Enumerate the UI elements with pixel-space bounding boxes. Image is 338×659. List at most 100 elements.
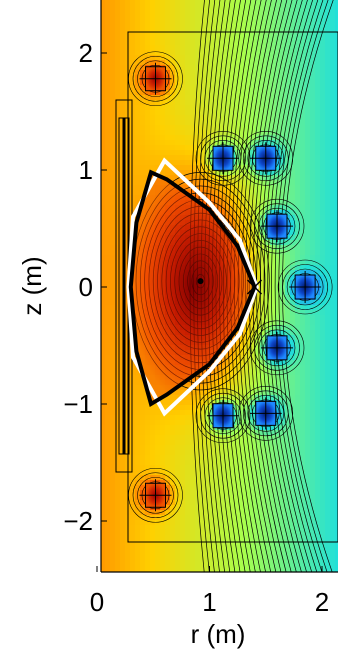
heatmap-cell [170, 15, 176, 21]
heatmap-cell [315, 395, 321, 401]
heatmap-cell [115, 520, 121, 526]
heatmap-cell [260, 275, 266, 281]
heatmap-cell [190, 460, 196, 466]
heatmap-cell [155, 505, 161, 511]
heatmap-cell [115, 480, 121, 486]
heatmap-cell [330, 200, 336, 206]
heatmap-cell [245, 95, 251, 101]
heatmap-cell [330, 180, 336, 186]
heatmap-cell [325, 185, 331, 191]
heatmap-cell [225, 65, 231, 71]
heatmap-cell [115, 445, 121, 451]
heatmap-cell [250, 20, 256, 26]
heatmap-cell [315, 15, 321, 21]
heatmap-cell [230, 30, 236, 36]
heatmap-cell [315, 335, 321, 341]
heatmap-cell [320, 205, 326, 211]
heatmap-cell [185, 60, 191, 66]
heatmap-cell [225, 185, 231, 191]
heatmap-cell [150, 110, 156, 116]
heatmap-cell [285, 300, 291, 306]
heatmap-cell [110, 240, 116, 246]
heatmap-cell [335, 300, 338, 306]
heatmap-cell [115, 435, 121, 441]
heatmap-cell [305, 60, 311, 66]
heatmap-cell [250, 220, 256, 226]
heatmap-cell [260, 390, 266, 396]
heatmap-cell [260, 0, 266, 6]
heatmap-cell [315, 20, 321, 26]
heatmap-cell [115, 475, 121, 481]
heatmap-cell [325, 175, 331, 181]
heatmap-cell [335, 155, 338, 161]
heatmap-cell [310, 435, 316, 441]
heatmap-cell [155, 425, 161, 431]
heatmap-cell [240, 150, 246, 156]
heatmap-cell [135, 160, 141, 166]
heatmap-cell [335, 275, 338, 281]
heatmap-cell [235, 410, 241, 416]
heatmap-cell [180, 430, 186, 436]
heatmap-cell [150, 440, 156, 446]
heatmap-cell [180, 85, 186, 91]
heatmap-cell [325, 155, 331, 161]
heatmap-cell [160, 510, 166, 516]
heatmap-cell [245, 110, 251, 116]
heatmap-cell [115, 100, 121, 106]
heatmap-cell [110, 310, 116, 316]
heatmap-cell [315, 265, 321, 271]
heatmap-cell [245, 330, 251, 336]
heatmap-cell [160, 0, 166, 6]
heatmap-cell [310, 175, 316, 181]
heatmap-cell [220, 0, 226, 6]
heatmap-cell [130, 135, 136, 141]
heatmap-cell [330, 95, 336, 101]
heatmap-cell [230, 55, 236, 61]
heatmap-cell [145, 5, 151, 11]
heatmap-cell [180, 60, 186, 66]
heatmap-cell [265, 330, 271, 336]
heatmap-cell [290, 380, 296, 386]
heatmap-cell [310, 220, 316, 226]
heatmap-cell [260, 35, 266, 41]
heatmap-cell [310, 235, 316, 241]
heatmap-cell [195, 130, 201, 136]
heatmap-cell [135, 510, 141, 516]
heatmap-cell [180, 15, 186, 21]
heatmap-cell [200, 410, 206, 416]
heatmap-cell [335, 35, 338, 41]
heatmap-cell [170, 400, 176, 406]
heatmap-cell [245, 60, 251, 66]
heatmap-cell [330, 55, 336, 61]
heatmap-cell [305, 55, 311, 61]
heatmap-cell [335, 95, 338, 101]
heatmap-cell [255, 190, 261, 196]
heatmap-cell [305, 470, 311, 476]
heatmap-cell [300, 35, 306, 41]
heatmap-cell [265, 30, 271, 36]
heatmap-cell [245, 335, 251, 341]
heatmap-cell [170, 500, 176, 506]
heatmap-cell [285, 90, 291, 96]
heatmap-cell [270, 245, 276, 251]
heatmap-cell [305, 495, 311, 501]
heatmap-cell [245, 430, 251, 436]
heatmap-cell [305, 100, 311, 106]
heatmap-cell [325, 10, 331, 16]
heatmap-cell [150, 475, 156, 481]
heatmap-cell [265, 205, 271, 211]
heatmap-cell [315, 235, 321, 241]
heatmap-cell [265, 80, 271, 86]
heatmap-cell [210, 5, 216, 11]
heatmap-cell [110, 10, 116, 16]
heatmap-cell [101, 225, 106, 231]
heatmap-cell [180, 435, 186, 441]
heatmap-cell [101, 75, 106, 81]
heatmap-cell [101, 495, 106, 501]
heatmap-cell [200, 385, 206, 391]
heatmap-cell [230, 75, 236, 81]
heatmap-cell [260, 235, 266, 241]
heatmap-cell [315, 365, 321, 371]
heatmap-cell [115, 190, 121, 196]
heatmap-cell [140, 35, 146, 41]
